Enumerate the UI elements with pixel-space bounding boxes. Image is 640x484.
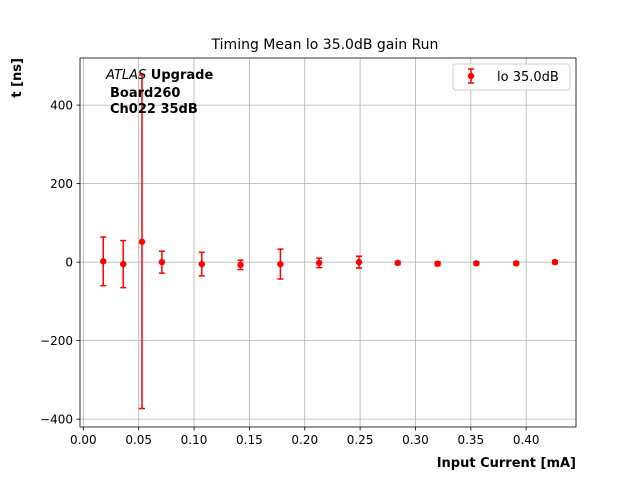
y-axis-ticks: −400 −200 0 200 400 [40, 99, 80, 427]
y-tick-label: 400 [50, 99, 73, 113]
atlas-annotation: ATLAS Upgrade Board260 Ch022 35dB [105, 68, 213, 117]
y-tick-label: 200 [50, 177, 73, 191]
data-point [277, 248, 284, 280]
x-axis-label: Input Current [mA] [437, 456, 576, 471]
y-tick-label: −400 [40, 413, 73, 427]
data-point [551, 258, 559, 266]
x-tick-label: 0.15 [236, 433, 263, 447]
legend-marker [467, 72, 475, 80]
annotation-experiment: ATLAS [105, 68, 146, 83]
data-point [100, 236, 107, 287]
y-axis-label: t [ns] [10, 58, 25, 98]
data-point-marker [473, 260, 480, 267]
x-tick-label: 0.10 [181, 433, 208, 447]
data-point [315, 257, 323, 269]
grid [80, 58, 576, 427]
data-point [198, 251, 205, 277]
data-point-marker [394, 259, 401, 267]
data-point [237, 259, 244, 271]
data-point [158, 250, 166, 274]
data-point [119, 239, 127, 289]
legend-box [452, 63, 571, 91]
x-tick-label: 0.05 [125, 433, 152, 447]
x-tick-label: 0.40 [513, 433, 540, 447]
annotation-line-1: ATLAS Upgrade [105, 68, 213, 83]
data-point-marker [237, 261, 244, 269]
x-tick-label: 0.25 [347, 433, 374, 447]
data-point [473, 260, 480, 267]
data-point-marker [513, 260, 520, 267]
legend-label: lo 35.0dB [497, 70, 559, 85]
chart-title: Timing Mean lo 35.0dB gain Run [211, 37, 439, 53]
data-point [138, 74, 146, 410]
annotation-experiment-suffix: Upgrade [146, 68, 213, 83]
plot-frame [79, 57, 577, 428]
annotation-channel: Ch022 35dB [110, 102, 198, 117]
data-point-marker [551, 258, 559, 266]
data-point-marker [158, 258, 166, 266]
data-point-marker [138, 238, 146, 245]
data-point [513, 260, 520, 267]
data-point-marker [277, 260, 284, 268]
data-series [100, 74, 559, 410]
x-tick-label: 0.30 [402, 433, 429, 447]
x-tick-label: 0.00 [70, 433, 97, 447]
data-point [394, 259, 401, 267]
legend: lo 35.0dB [452, 63, 571, 91]
y-tick-label: 0 [65, 256, 73, 270]
x-tick-label: 0.20 [291, 433, 318, 447]
x-tick-label: 0.35 [457, 433, 484, 447]
data-point-marker [355, 258, 363, 266]
annotation-board: Board260 [110, 86, 180, 101]
x-axis-ticks: 0.00 0.05 0.10 0.15 0.20 0.25 0.30 0.35 0.40 [70, 427, 540, 447]
data-point-marker [434, 260, 441, 267]
data-point-marker [119, 260, 127, 268]
data-point [355, 255, 363, 269]
data-point-marker [100, 258, 107, 265]
data-point-marker [315, 259, 323, 267]
data-point-marker [198, 260, 205, 268]
data-point [434, 260, 441, 267]
y-tick-label: −200 [40, 334, 73, 348]
